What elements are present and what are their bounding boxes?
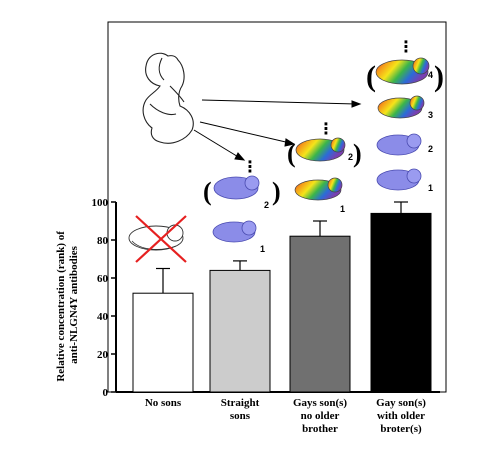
y-tick-label: 0 <box>103 387 109 399</box>
y-axis-title-line-1: Relative concentration (rank) of <box>55 231 67 382</box>
y-axis-title: Relative concentration (rank) of anti-NL… <box>55 228 80 381</box>
bracket: ( <box>366 60 376 93</box>
baby-icon <box>213 175 260 200</box>
y-tick-label: 40 <box>97 311 109 323</box>
bracket: ( <box>203 177 212 206</box>
arrows <box>193 99 362 161</box>
arrow-icon <box>351 100 362 108</box>
category-label: Gay son(s) with older broter(s) <box>376 397 426 435</box>
y-tick-label: 20 <box>97 349 109 361</box>
y-tick-label: 80 <box>97 235 109 247</box>
baby-icon <box>376 133 422 156</box>
bar <box>132 292 194 393</box>
category-label: Straight sons <box>221 397 260 422</box>
ellipsis: ⋮ <box>398 37 414 56</box>
baby-number: 1 <box>260 244 265 254</box>
baby-number: 4 <box>428 70 433 80</box>
y-tick-label: 60 <box>97 273 109 285</box>
bar <box>209 269 271 393</box>
category-label-line: broter(s) <box>380 423 422 435</box>
baby-number: 2 <box>348 152 353 162</box>
category-label-line: No sons <box>145 397 182 409</box>
category-label-line: Straight <box>221 397 260 409</box>
bar <box>370 212 432 393</box>
baby-number: 1 <box>428 183 433 193</box>
y-axis-title-line-2: anti-NLGN4Y antibodies <box>68 245 80 364</box>
rainbow-baby-icon <box>295 137 346 162</box>
arrow-icon <box>199 121 291 144</box>
bar <box>289 235 351 393</box>
bracket: ( <box>287 139 296 168</box>
category-label-line: brother <box>302 423 338 435</box>
rainbow-baby-icon <box>375 57 430 85</box>
baby-number: 3 <box>428 110 433 120</box>
arrow-icon <box>284 138 296 147</box>
arrow-icon <box>234 152 246 161</box>
pregnant-woman-icon <box>142 52 194 144</box>
baby-number: 1 <box>340 204 345 214</box>
category-label-line: sons <box>230 410 251 422</box>
bracket: ) <box>353 139 362 168</box>
rainbow-baby-icon <box>377 95 425 119</box>
category-label-line: Gay son(s) <box>376 397 426 409</box>
category-label: Gays son(s) no older brother <box>293 397 347 435</box>
bars <box>132 201 432 393</box>
rainbow-baby-icon <box>294 177 343 201</box>
bracket: ) <box>272 177 281 206</box>
ellipsis: ⋮ <box>318 119 334 138</box>
category-label-line: with older <box>377 410 425 422</box>
arrow-icon <box>193 129 241 159</box>
baby-icon <box>212 220 257 243</box>
baby-number: 2 <box>264 200 269 210</box>
crossed-baby-icon <box>128 215 187 263</box>
ellipsis: ⋮ <box>242 157 258 176</box>
category-label-line: no older <box>301 410 340 422</box>
baby-number: 2 <box>428 144 433 154</box>
category-label: No sons <box>145 397 182 409</box>
y-tick-label: 100 <box>92 197 109 209</box>
category-label-line: Gays son(s) <box>293 397 347 409</box>
baby-icon <box>376 168 422 191</box>
bracket: ) <box>434 60 444 93</box>
arrow-icon <box>201 99 357 105</box>
